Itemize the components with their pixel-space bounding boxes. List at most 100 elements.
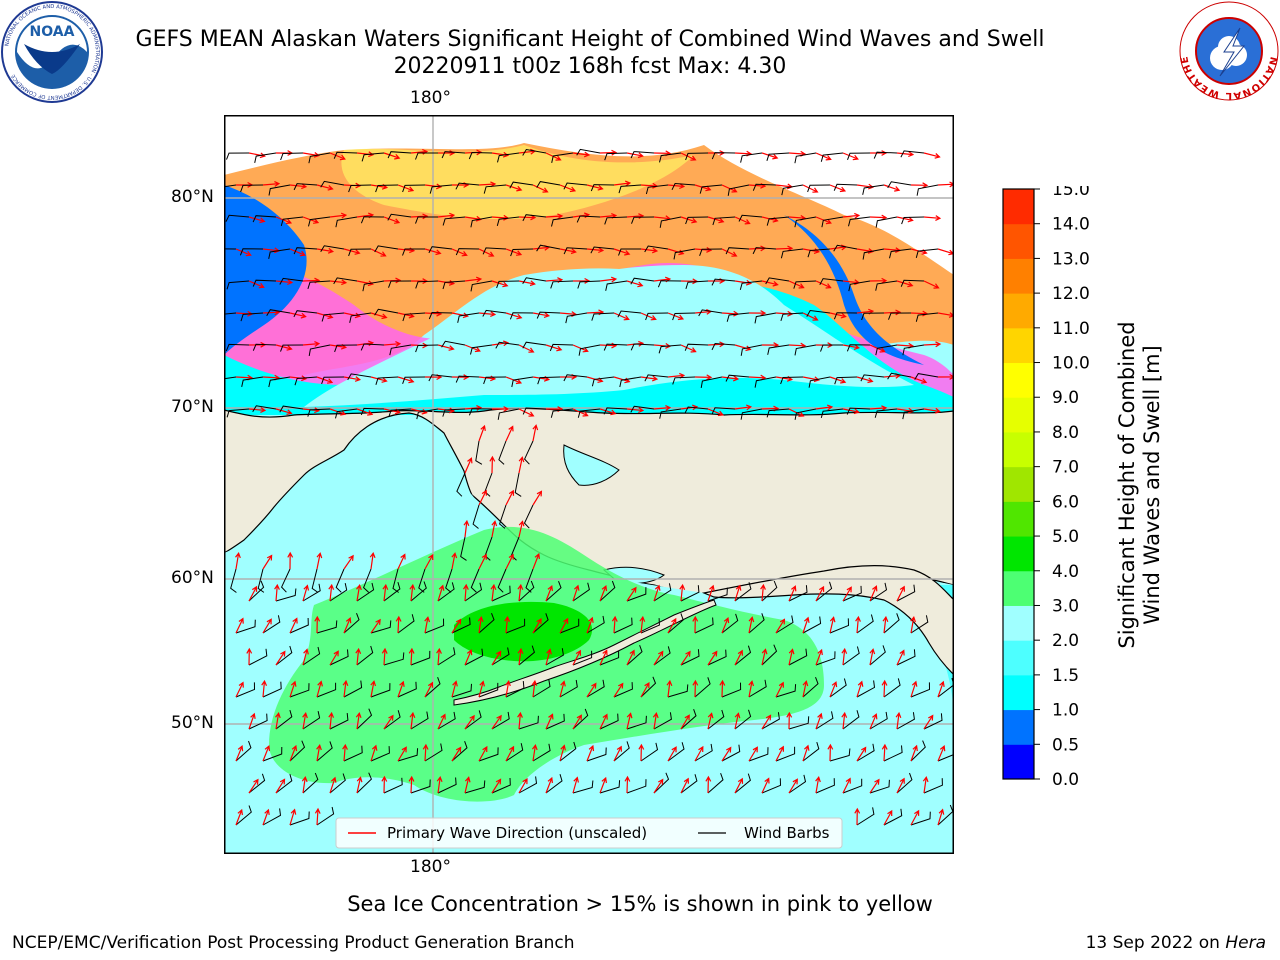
footer-machine: Hera: [1225, 933, 1266, 953]
wave-direction-arrow: [626, 586, 637, 602]
wind-barb: [320, 245, 345, 253]
wave-direction-arrow: [532, 490, 543, 506]
wind-barb: [550, 408, 574, 418]
wave-direction-arrow: [356, 408, 374, 416]
wave-direction-arrow: [896, 216, 914, 223]
wind-barb: [883, 613, 900, 634]
wind-barb: [410, 650, 431, 666]
wind-barb: [280, 344, 304, 352]
wind-barb: [248, 648, 268, 666]
wave-direction-arrow: [624, 775, 631, 794]
wave-direction-arrow: [613, 248, 631, 256]
colorbar-tick-label: 5.0: [1052, 527, 1079, 547]
wind-barb: [226, 280, 250, 290]
sea-ice-yellow: [341, 145, 694, 220]
wave-direction-arrow: [666, 679, 673, 698]
wave-direction-arrow: [478, 248, 495, 257]
wind-barb: [888, 312, 912, 320]
wind-barb: [230, 568, 237, 593]
wind-barb: [410, 711, 429, 730]
wind-barb: [257, 568, 265, 593]
wind-barb: [441, 151, 466, 159]
wave-direction-arrow: [408, 647, 415, 666]
wind-barb: [761, 712, 780, 730]
wind-barb: [721, 682, 742, 698]
wind-barb: [619, 376, 642, 388]
wind-barb: [424, 743, 443, 762]
wind-barb: [684, 343, 709, 351]
colorbar-swatch: [1003, 258, 1034, 294]
wind-barb: [630, 343, 655, 351]
wind-barb: [491, 777, 511, 794]
colorbar-tick-label: 15.0: [1052, 186, 1090, 200]
wave-direction-arrow: [328, 583, 335, 602]
wave-direction-arrow: [531, 743, 538, 762]
wave-direction-arrow: [653, 650, 664, 666]
wave-direction-arrow: [748, 680, 755, 698]
wind-barb: [293, 247, 318, 255]
wind-barb: [280, 152, 304, 161]
wave-direction-arrow: [923, 280, 940, 289]
wind-barb: [402, 312, 426, 322]
wind-barb: [748, 679, 767, 698]
wind-barb: [455, 375, 480, 383]
wind-barb: [667, 613, 684, 634]
wave-direction-arrow: [532, 184, 549, 193]
wind-barb: [842, 585, 862, 602]
wave-direction-arrow: [842, 344, 861, 350]
wind-barb: [262, 808, 282, 826]
wind-barb: [672, 376, 696, 385]
wave-direction-arrow: [248, 712, 256, 730]
footer-credit: NCEP/EMC/Verification Post Processing Pr…: [12, 933, 575, 953]
wind-barb: [522, 214, 547, 222]
wind-barb: [711, 407, 736, 415]
wind-barb: [869, 645, 886, 666]
wave-direction-arrow: [316, 680, 323, 698]
lon-label-top: 180°: [410, 88, 451, 108]
wind-barb: [829, 618, 850, 634]
wind-barb: [442, 216, 466, 226]
wind-barb: [896, 649, 916, 666]
wind-barb: [320, 180, 345, 188]
wave-direction-arrow: [572, 408, 589, 417]
colorbar-tick-label: 10.0: [1052, 354, 1090, 374]
wave-direction-arrow: [626, 152, 644, 159]
wind-barb: [235, 619, 256, 634]
wave-direction-arrow: [275, 344, 293, 351]
wind-barb: [252, 279, 277, 287]
wave-direction-arrow: [370, 680, 377, 698]
wind-barb: [518, 645, 535, 666]
wave-direction-arrow: [707, 216, 725, 224]
wave-direction-arrow: [586, 184, 604, 191]
wind-barb: [383, 652, 405, 666]
wind-barb: [559, 679, 578, 698]
wind-barb: [680, 649, 700, 666]
wave-direction-arrow: [289, 744, 298, 762]
wave-direction-arrow: [721, 746, 732, 762]
wind-barb: [711, 152, 736, 160]
wind-barb: [910, 811, 931, 826]
wind-barb: [402, 376, 426, 384]
wave-direction-arrow: [611, 615, 618, 634]
colorbar-tick-label: 13.0: [1052, 249, 1090, 269]
wind-barb: [862, 184, 885, 195]
wave-direction-arrow: [342, 679, 349, 698]
wind-barb: [900, 279, 925, 287]
wind-barb: [645, 184, 669, 195]
wave-direction-arrow: [680, 344, 697, 353]
wave-direction-arrow: [397, 553, 406, 570]
wave-direction-arrow: [302, 584, 310, 602]
wave-direction-arrow: [518, 280, 536, 287]
wind-barb: [842, 646, 860, 666]
wind-barb: [307, 280, 331, 290]
wave-direction-arrow: [937, 680, 945, 698]
wind-barb: [224, 184, 237, 188]
wind-barb: [937, 753, 954, 762]
wind-barb: [869, 711, 888, 730]
wind-barb: [226, 408, 250, 418]
wind-barb: [788, 585, 808, 602]
wind-barb: [410, 779, 431, 794]
wind-barb: [262, 681, 282, 698]
wind-barb: [740, 408, 763, 420]
wind-barb: [752, 247, 777, 255]
